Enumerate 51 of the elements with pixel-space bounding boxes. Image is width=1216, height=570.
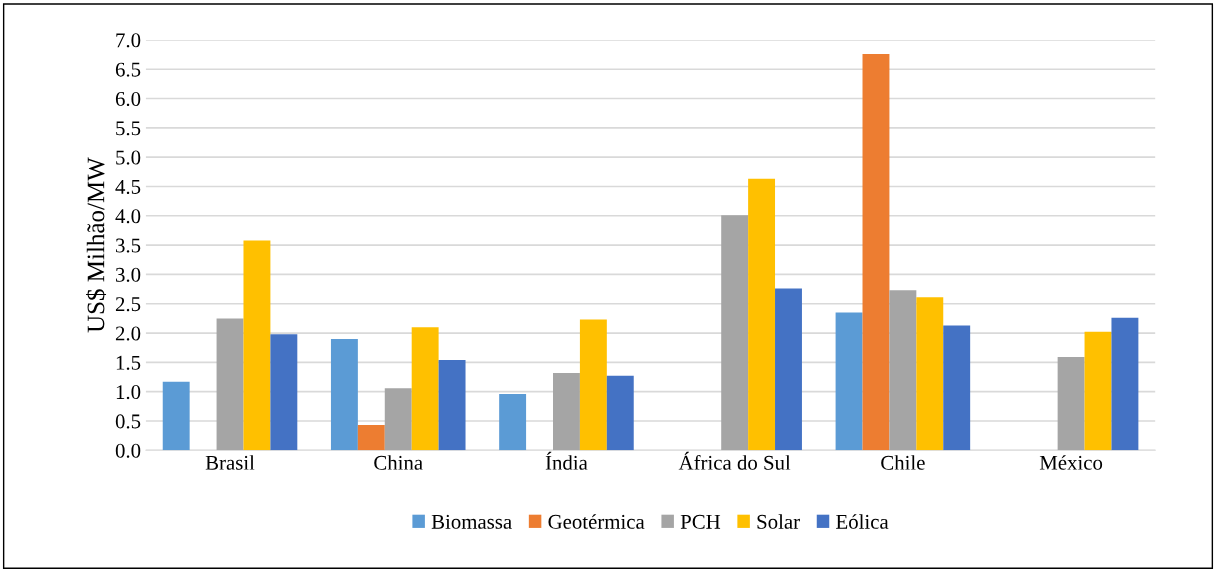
bar <box>243 240 271 451</box>
bar <box>438 360 466 451</box>
y-tick-label: 2.0 <box>115 326 141 341</box>
legend-label: Eólica <box>836 514 889 529</box>
bar <box>835 312 863 451</box>
legend-label: Biomassa <box>431 514 512 529</box>
y-tick-label: 6.0 <box>115 91 141 107</box>
y-tick-label: 5.0 <box>116 150 141 165</box>
bar <box>721 215 749 451</box>
y-axis-title: US$ Milhão/MW <box>86 157 107 333</box>
bar <box>270 334 298 451</box>
y-tick-label: 0.0 <box>115 443 141 458</box>
bar <box>1111 317 1139 451</box>
y-tick-label: 1.0 <box>116 385 141 400</box>
x-tick-label: China <box>374 455 423 470</box>
bar <box>553 372 580 451</box>
bar <box>499 394 527 451</box>
y-tick-label: 4.5 <box>115 179 141 194</box>
legend-label: Solar <box>757 514 800 529</box>
bar <box>606 375 634 451</box>
bar <box>1084 331 1112 451</box>
x-tick-label: México <box>1039 455 1103 470</box>
legend-label: PCH <box>680 514 721 529</box>
x-tick-label: Índia <box>545 451 588 470</box>
bar <box>889 290 917 451</box>
bar <box>916 297 944 451</box>
x-tick-label: África do Sul <box>678 451 791 470</box>
bar <box>357 425 385 451</box>
y-tick-label: 3.5 <box>116 238 141 253</box>
bar <box>775 288 802 451</box>
bar <box>943 325 971 451</box>
bar <box>411 327 439 451</box>
x-tick-label: Brasil <box>205 455 255 470</box>
y-tick-label: 2.5 <box>115 297 141 312</box>
y-tick-label: 0.5 <box>115 414 141 429</box>
y-tick-label: 5.5 <box>116 121 141 136</box>
y-tick-label: 7.0 <box>116 33 141 48</box>
y-tick-label: 1.5 <box>116 355 141 370</box>
y-tick-label: 4.0 <box>115 209 141 224</box>
bar <box>216 318 244 451</box>
legend-label: Geotérmica <box>548 514 645 529</box>
bar <box>330 338 358 451</box>
bar <box>862 53 890 451</box>
bar <box>1057 357 1085 451</box>
bar <box>579 319 607 451</box>
bar <box>162 381 190 451</box>
y-tick-label: 3.0 <box>116 267 141 282</box>
y-tick-label: 6.5 <box>115 62 141 77</box>
x-tick-label: Chile <box>881 455 925 470</box>
bar <box>748 178 776 451</box>
bar <box>384 388 412 451</box>
